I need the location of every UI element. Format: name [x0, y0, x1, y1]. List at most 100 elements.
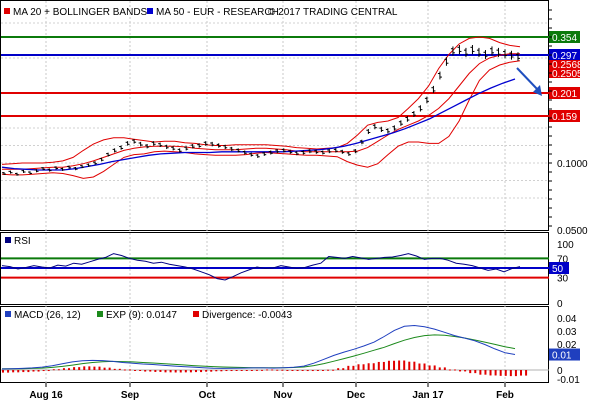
- price-bar: [15, 172, 20, 176]
- divergence-bar: [494, 370, 497, 376]
- macd-badge: [549, 348, 580, 361]
- price-bar: [366, 128, 371, 135]
- price-bar: [60, 167, 65, 171]
- divergence-bar: [377, 361, 380, 370]
- price-bar: [424, 96, 429, 104]
- price-bar: [158, 142, 163, 148]
- price-bar: [483, 50, 488, 59]
- divergence-bar: [438, 367, 441, 370]
- rsi-y-tick-label: 100: [557, 240, 574, 251]
- level-label: 0.354: [552, 33, 577, 44]
- price-bar: [242, 150, 247, 155]
- price-bar: [327, 149, 332, 154]
- divergence-bar: [286, 370, 289, 371]
- price-bar: [164, 144, 169, 150]
- divergence-bar: [215, 370, 218, 372]
- price-bar: [54, 166, 59, 170]
- macd-legend-label: EXP (9): 0.0147: [106, 310, 177, 321]
- price-bar: [502, 49, 507, 59]
- price-bar: [392, 125, 397, 131]
- divergence-bar: [459, 370, 462, 372]
- legend-swatch-icon: [147, 8, 153, 14]
- price-bar: [125, 141, 130, 146]
- price-bar: [2, 172, 6, 175]
- divergence-bar: [128, 369, 131, 371]
- price-bar: [73, 166, 78, 171]
- price-bar: [405, 116, 410, 122]
- price-bar: [34, 169, 39, 173]
- divergence-bar: [220, 370, 223, 372]
- divergence-bar: [184, 370, 187, 373]
- level-badge: [549, 31, 580, 43]
- divergence-bar: [393, 360, 396, 370]
- divergence-bar: [169, 370, 172, 373]
- divergence-bar: [514, 370, 517, 377]
- divergence-bar: [469, 370, 472, 374]
- price-bar: [236, 148, 241, 153]
- divergence-bar: [240, 370, 243, 371]
- divergence-bar: [311, 370, 314, 372]
- divergence-bar: [413, 361, 416, 370]
- divergence-bar: [78, 367, 81, 370]
- divergence-bar: [230, 370, 233, 372]
- divergence-bar: [108, 367, 111, 370]
- divergence-bar: [225, 370, 228, 372]
- divergence-bar: [382, 361, 385, 370]
- divergence-bar: [433, 365, 436, 370]
- divergence-bar: [362, 364, 365, 370]
- price-bar: [21, 169, 26, 173]
- exp-signal-line: [2, 334, 516, 370]
- divergence-bar: [418, 363, 421, 370]
- level-badge: [549, 49, 580, 61]
- price-bar: [138, 141, 143, 147]
- rsi-legend-swatch-icon: [5, 237, 11, 243]
- macd-frame: [0, 306, 549, 383]
- divergence-bar: [347, 365, 350, 370]
- ma50-line: [1, 78, 516, 171]
- divergence-bar: [499, 370, 502, 376]
- price-bar: [99, 157, 104, 162]
- price-bar: [359, 139, 364, 145]
- divergence-bar: [403, 360, 406, 370]
- price-bar: [281, 148, 286, 153]
- forecast-arrow-down-icon: [533, 85, 542, 96]
- divergence-bar: [266, 369, 269, 371]
- price-bar: [379, 126, 384, 132]
- price-bar: [177, 148, 182, 153]
- rsi-level-label: 70: [557, 254, 569, 265]
- price-bar: [255, 154, 260, 158]
- price-bar: [145, 144, 150, 149]
- price-bar: [210, 141, 215, 147]
- price-bar: [470, 45, 475, 55]
- price-bar: [333, 148, 338, 153]
- x-tick-label: Nov: [274, 390, 293, 400]
- divergence-bar: [357, 364, 360, 370]
- price-bar: [320, 150, 325, 155]
- divergence-bar: [327, 369, 330, 371]
- price-bar: [398, 120, 403, 126]
- price-bar: [372, 123, 377, 130]
- divergence-bar: [387, 360, 390, 370]
- divergence-bar: [83, 366, 86, 370]
- divergence-bar: [7, 370, 10, 373]
- divergence-bar: [464, 370, 467, 372]
- macd-legend-label: MACD (26, 12): [14, 310, 81, 321]
- divergence-bar: [332, 369, 335, 371]
- divergence-bar: [88, 366, 91, 370]
- price-bar: [431, 85, 436, 94]
- divergence-bar: [504, 370, 507, 376]
- divergence-bar: [73, 367, 76, 370]
- divergence-bar: [321, 370, 324, 371]
- divergence-bar: [255, 369, 258, 371]
- divergence-bar: [291, 370, 294, 371]
- price-bar: [450, 46, 455, 56]
- divergence-bar: [271, 369, 274, 371]
- divergence-bar: [2, 370, 4, 373]
- macd-badge-label: 0.01: [552, 351, 572, 362]
- divergence-bar: [352, 365, 355, 370]
- divergence-bar: [296, 370, 299, 371]
- divergence-bar: [276, 369, 279, 371]
- legend-label: MA 20 + BOLLINGER BANDS: [13, 7, 148, 18]
